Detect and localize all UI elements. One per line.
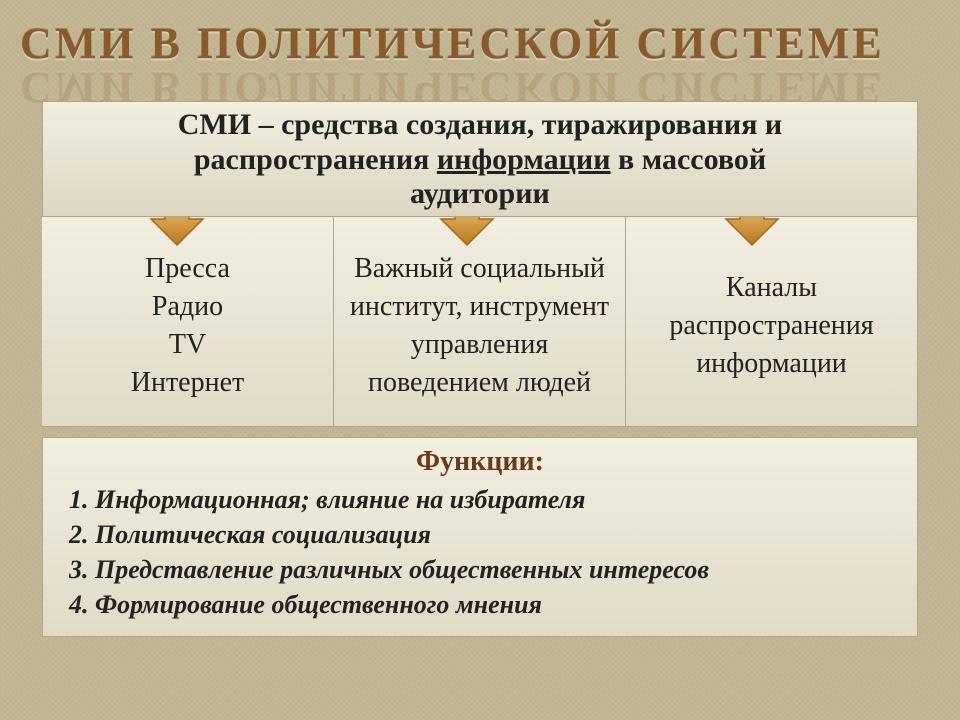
column-middle: Важный социальный институт, инструмент у… <box>334 217 626 427</box>
slide-title: СМИ В ПОЛИТИЧЕСКОЙ СИСТЕМЕ <box>0 0 960 69</box>
media-type: Радио <box>52 288 323 326</box>
media-type: TV <box>52 326 323 364</box>
media-type: Интернет <box>52 364 323 402</box>
functions-title: Функции: <box>65 446 895 478</box>
column-right-text: Каналы распространения информации <box>636 269 907 382</box>
functions-box: Функции: 1. Информационная; влияние на и… <box>42 437 918 637</box>
media-type: Пресса <box>52 250 323 288</box>
column-left: Пресса Радио TV Интернет <box>42 217 334 427</box>
definition-line1: СМИ – средства создания, тиражирования и <box>103 108 857 143</box>
def-line2-pre: распространения <box>194 143 437 176</box>
def-line2-underlined: информации <box>437 143 611 176</box>
definition-line2: распространения информации в массовой <box>103 143 857 178</box>
columns-row: Пресса Радио TV Интернет Важный социальн… <box>42 217 918 427</box>
functions-list: 1. Информационная; влияние на избирателя… <box>65 482 895 622</box>
function-item: 4. Формирование общественного мнения <box>65 587 895 622</box>
function-item: 2. Политическая социализация <box>65 517 895 552</box>
definition-box: СМИ – средства создания, тиражирования и… <box>42 101 918 217</box>
function-item: 1. Информационная; влияние на избирателя <box>65 482 895 517</box>
function-item: 3. Представление различных общественных … <box>65 552 895 587</box>
definition-line3: аудитории <box>103 177 857 212</box>
column-middle-text: Важный социальный институт, инструмент у… <box>344 250 615 401</box>
column-right: Каналы распространения информации <box>626 217 918 427</box>
def-line2-post: в массовой <box>611 143 767 176</box>
